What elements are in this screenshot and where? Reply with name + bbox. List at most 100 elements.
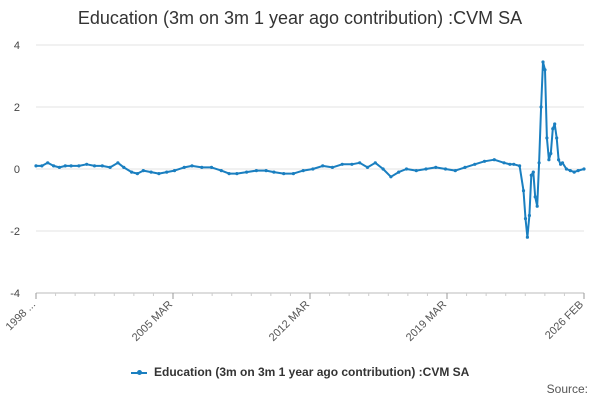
- data-point: [537, 161, 541, 165]
- data-point: [523, 217, 528, 221]
- x-tick-label: 2026 FEB: [543, 299, 586, 342]
- y-tick-label: -2: [10, 226, 20, 238]
- y-tick-label: 4: [14, 40, 20, 52]
- data-point: [453, 169, 457, 173]
- data-point: [482, 159, 487, 163]
- data-point: [508, 162, 512, 166]
- data-point: [568, 169, 572, 173]
- data-point: [434, 165, 438, 169]
- x-tick-label: 2012 MAR: [267, 299, 312, 344]
- x-tick-label: 1998 ...: [4, 299, 38, 333]
- data-point: [549, 151, 553, 156]
- data-point: [108, 165, 112, 169]
- data-point: [135, 172, 139, 176]
- data-point: [63, 164, 67, 168]
- data-point: [424, 167, 428, 171]
- data-point: [557, 158, 561, 162]
- y-tick-label: -4: [10, 288, 20, 300]
- legend-label: Education (3m on 3m 1 year ago contribut…: [153, 365, 470, 379]
- data-point: [535, 204, 539, 208]
- data-point: [533, 195, 537, 199]
- series-line: [36, 61, 585, 239]
- data-point: [46, 161, 50, 165]
- data-point: [397, 170, 401, 174]
- y-tick-label: 0: [14, 164, 20, 176]
- data-point: [529, 173, 533, 177]
- data-point: [512, 162, 516, 166]
- data-point: [414, 169, 418, 173]
- data-point: [572, 170, 576, 174]
- data-point: [77, 164, 81, 168]
- data-point: [463, 165, 467, 169]
- data-point: [365, 165, 370, 169]
- data-point: [100, 164, 104, 168]
- data-point: [525, 235, 530, 239]
- data-point: [340, 162, 344, 166]
- data-point: [182, 165, 186, 169]
- data-point: [69, 164, 73, 168]
- data-point: [149, 170, 153, 174]
- data-point: [272, 170, 276, 174]
- data-point: [219, 169, 223, 173]
- data-point: [582, 167, 586, 171]
- data-point: [200, 165, 204, 169]
- data-point: [543, 68, 547, 72]
- data-point: [541, 60, 545, 64]
- data-point: [157, 172, 161, 176]
- data-point: [40, 164, 44, 168]
- data-point: [443, 167, 448, 171]
- data-point: [521, 189, 526, 193]
- data-point: [564, 167, 569, 171]
- x-tick-label: 2019 MAR: [404, 299, 449, 344]
- data-point: [389, 175, 393, 179]
- data-point: [553, 122, 557, 126]
- data-point: [52, 164, 56, 168]
- data-point: [560, 161, 565, 165]
- data-point: [555, 136, 559, 140]
- data-point: [172, 169, 177, 173]
- data-point: [547, 158, 551, 162]
- x-tick-label: 2005 MAR: [130, 299, 175, 344]
- data-point: [373, 161, 377, 165]
- data-point: [350, 162, 354, 166]
- data-point: [576, 169, 580, 173]
- chart-legend[interactable]: Education (3m on 3m 1 year ago contribut…: [0, 365, 600, 379]
- data-point: [264, 169, 268, 173]
- data-point: [545, 136, 549, 140]
- data-point: [141, 169, 145, 173]
- data-point: [551, 127, 555, 131]
- data-point: [539, 105, 543, 109]
- data-point: [502, 161, 506, 165]
- data-point: [381, 167, 385, 171]
- data-point: [301, 169, 305, 173]
- data-point: [116, 161, 120, 165]
- data-point: [245, 170, 249, 174]
- data-point: [321, 164, 325, 168]
- data-point: [85, 162, 89, 166]
- data-point: [358, 161, 362, 165]
- data-point: [282, 172, 286, 176]
- source-label: Source:: [546, 382, 588, 396]
- data-point: [227, 172, 231, 176]
- data-point: [209, 165, 214, 169]
- data-point: [527, 213, 532, 218]
- data-point: [254, 169, 258, 173]
- data-point: [291, 172, 295, 176]
- data-point: [122, 165, 126, 169]
- data-point: [34, 164, 38, 168]
- data-point: [531, 170, 535, 174]
- chart-title: Education (3m on 3m 1 year ago contribut…: [77, 8, 523, 28]
- data-point: [311, 167, 315, 171]
- data-point: [404, 167, 409, 171]
- legend-swatch: [130, 369, 147, 375]
- data-point: [518, 164, 522, 168]
- data-point: [130, 170, 134, 174]
- data-point: [165, 170, 169, 174]
- data-point: [473, 162, 477, 166]
- data-point: [57, 165, 62, 169]
- data-point: [330, 165, 334, 169]
- data-point: [190, 164, 194, 168]
- data-point: [492, 158, 496, 162]
- data-point: [92, 164, 97, 168]
